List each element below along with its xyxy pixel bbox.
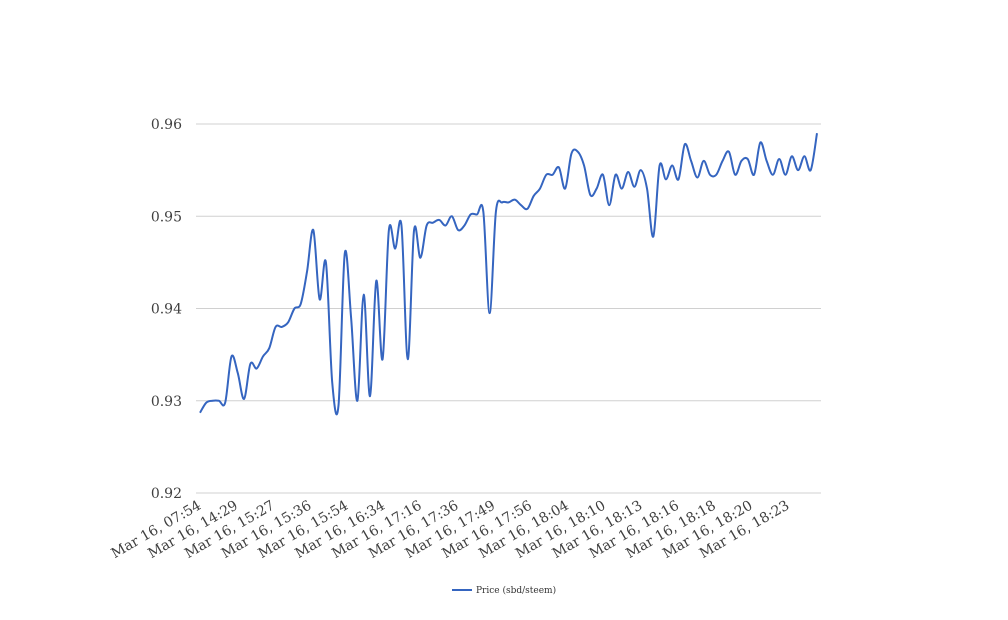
series-line-price <box>199 133 818 416</box>
y-tick-label: 0.93 <box>151 394 182 410</box>
gridlines <box>196 123 821 494</box>
y-axis-tick-labels: 0.92 0.93 0.94 0.95 0.96 <box>151 117 182 502</box>
legend-label: Price (sbd/steem) <box>476 585 556 596</box>
legend: Price (sbd/steem) <box>452 585 556 596</box>
y-tick-label: 0.96 <box>151 117 182 133</box>
y-tick-label: 0.92 <box>151 486 182 502</box>
y-tick-label: 0.94 <box>151 302 182 318</box>
series-layer <box>199 133 818 416</box>
y-tick-label: 0.95 <box>151 209 182 225</box>
